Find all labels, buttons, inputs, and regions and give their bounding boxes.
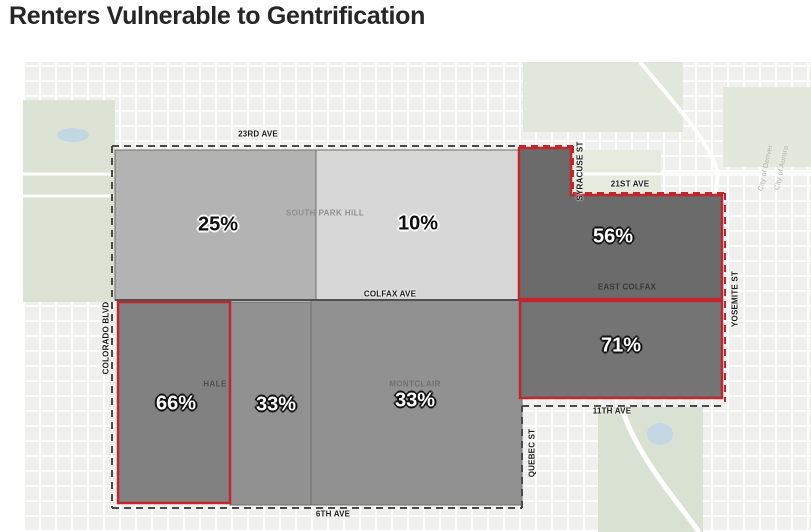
value-label-south-park-hill-west: 25%	[197, 213, 239, 236]
street-label-23rd-ave: 23RD AVE	[238, 129, 278, 139]
green-area-northeast	[723, 87, 811, 167]
gentrification-map: 23RD AVE 21ST AVE SYRACUSE ST COLFAX AVE…	[23, 62, 811, 532]
neighborhood-label-south-park-hill: SOUTH PARK HILL	[285, 208, 365, 218]
street-label-11th-ave: 11TH AVE	[592, 406, 632, 416]
neighborhood-label-hale: HALE	[203, 379, 227, 389]
green-area-north	[523, 62, 683, 132]
diagonal-road-south	[620, 411, 702, 532]
study-area-boundary-gray-dashed	[111, 145, 724, 509]
value-label-hale-west: 66%	[155, 392, 197, 415]
study-area-boundary-red-dashed	[519, 145, 726, 402]
pond-southeast	[647, 423, 673, 445]
neighborhood-label-montclair: MONTCLAIR	[389, 379, 441, 389]
page-title: Renters Vulnerable to Gentrification	[9, 2, 426, 30]
value-label-east-colfax-south: 71%	[600, 334, 642, 357]
value-label-south-park-hill-east: 10%	[397, 212, 439, 235]
diagonal-road-north	[638, 62, 721, 198]
street-label-quebec-st: QUEBEC ST	[527, 428, 537, 478]
region-hale-west	[116, 300, 232, 505]
street-label-colfax-ave: COLFAX AVE	[363, 289, 417, 299]
region-montclair	[310, 299, 523, 506]
street-label-yosemite-st: YOSEMITE ST	[730, 271, 740, 327]
value-label-hale-east: 33%	[255, 393, 297, 416]
map-canvas	[23, 62, 811, 532]
value-label-montclair: 33%	[394, 389, 436, 412]
region-south-park-hill-west	[114, 149, 317, 301]
street-label-syracuse-st: SYRACUSE ST	[575, 141, 585, 201]
value-label-east-colfax-north: 56%	[592, 225, 634, 248]
region-hale-east	[229, 301, 312, 506]
street-label-colorado-blvd: COLORADO BLVD	[101, 301, 111, 375]
street-label-east-colfax: EAST COLFAX	[597, 282, 657, 292]
street-label-21st-ave: 21ST AVE	[610, 179, 650, 189]
park-pond	[57, 128, 89, 142]
region-east-colfax-south	[518, 299, 724, 400]
street-label-6th-ave: 6TH AVE	[315, 509, 351, 519]
